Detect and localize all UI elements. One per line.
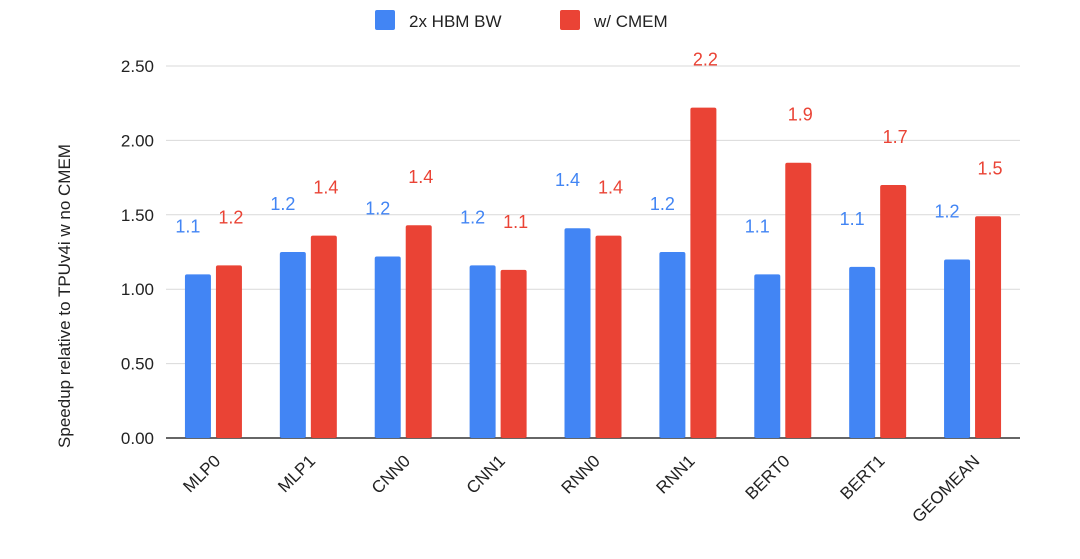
data-label: 1.9 [788, 105, 813, 125]
x-tick-label: RNN0 [558, 451, 604, 497]
bar-hbm-bw-rnn1 [659, 252, 686, 438]
legend: 2x HBM BW w/ CMEM [375, 10, 668, 31]
data-label: 1.4 [313, 178, 338, 198]
bar-cmem-cnn0 [405, 225, 432, 438]
bar-hbm-bw-mlp1 [279, 252, 306, 438]
legend-swatch [560, 10, 580, 30]
x-tick-label: MLP0 [179, 451, 224, 496]
data-label: 1.2 [365, 198, 390, 218]
bar-cmem-cnn1 [500, 269, 527, 438]
x-tick-label: GEOMEAN [908, 451, 983, 526]
bar-hbm-bw-geomean [944, 259, 971, 438]
data-label: 1.2 [460, 207, 485, 227]
y-tick-label: 1.00 [121, 280, 154, 299]
data-label: 1.4 [408, 167, 433, 187]
data-label: 1.4 [598, 178, 623, 198]
x-tick-label: MLP1 [274, 451, 319, 496]
y-tick-label: 2.50 [121, 57, 154, 76]
data-label: 1.2 [650, 194, 675, 214]
bar-hbm-bw-cnn0 [374, 256, 401, 438]
bar-cmem-bert0 [785, 162, 812, 438]
data-labels: 1.1 1.2 1.2 1.4 1.2 1.4 1.2 1.1 1.4 1.4 1.2 2.2 1.1 1… [175, 50, 1002, 237]
bar-cmem-geomean [975, 216, 1002, 438]
legend-label: 2x HBM BW [409, 12, 502, 31]
bar-cmem-mlp1 [310, 235, 337, 438]
y-tick-label: 1.50 [121, 206, 154, 225]
bar-cmem-rnn0 [595, 235, 622, 438]
data-label: 2.2 [693, 50, 718, 70]
bar-hbm-bw-bert0 [754, 274, 781, 438]
data-label: 1.4 [555, 170, 580, 190]
bar-hbm-bw-bert1 [849, 266, 876, 438]
y-tick-label: 2.00 [121, 131, 154, 150]
x-tick-label: BERT0 [742, 451, 794, 503]
x-tick-label: CNN0 [368, 451, 414, 497]
bar-hbm-bw-rnn0 [564, 228, 591, 438]
x-tick-label: BERT1 [837, 451, 889, 503]
data-label: 1.1 [503, 212, 528, 232]
legend-swatch [375, 10, 395, 30]
bar-hbm-bw-cnn1 [469, 265, 496, 438]
bar-hbm-bw-mlp0 [184, 274, 211, 438]
gridlines [166, 65, 1020, 439]
bar-cmem-bert1 [880, 185, 907, 438]
x-tick-label: CNN1 [463, 451, 509, 497]
data-label: 1.2 [218, 207, 243, 227]
x-axis-ticks: MLP0 MLP1 CNN0 CNN1 RNN0 RNN1 BERT0 BERT1 GEOMEA… [179, 451, 983, 526]
data-label: 1.5 [978, 158, 1003, 178]
data-label: 1.2 [270, 194, 295, 214]
x-tick-label: RNN1 [653, 451, 699, 497]
data-label: 1.1 [745, 216, 770, 236]
bar-cmem-rnn1 [690, 107, 717, 438]
y-axis-title: Speedup relative to TPUv4i w no CMEM [55, 144, 74, 448]
data-label: 1.1 [840, 209, 865, 229]
y-axis-ticks: 0.00 0.50 1.00 1.50 2.00 2.50 [121, 57, 154, 448]
y-tick-label: 0.50 [121, 355, 154, 374]
bar-cmem-mlp0 [215, 265, 242, 438]
data-label: 1.7 [883, 127, 908, 147]
y-tick-label: 0.00 [121, 429, 154, 448]
bars [184, 107, 1002, 438]
legend-label: w/ CMEM [593, 12, 668, 31]
data-label: 1.1 [175, 216, 200, 236]
data-label: 1.2 [935, 201, 960, 221]
